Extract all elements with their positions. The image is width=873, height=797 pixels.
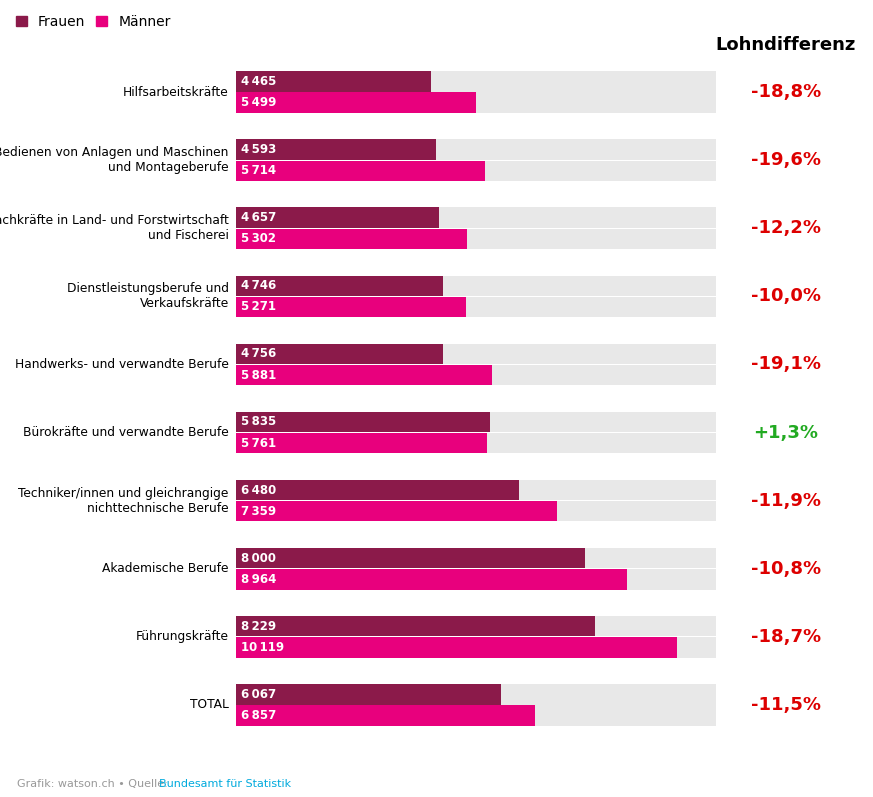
- Text: 7 359: 7 359: [241, 505, 276, 518]
- Text: 8 229: 8 229: [241, 620, 276, 633]
- Bar: [236, 92, 716, 113]
- Bar: [236, 616, 595, 637]
- Bar: [236, 548, 716, 568]
- Text: 10 119: 10 119: [241, 641, 284, 654]
- Bar: [236, 276, 716, 296]
- Bar: [236, 569, 716, 590]
- Text: 5 714: 5 714: [241, 164, 276, 177]
- Text: 4 756: 4 756: [241, 347, 276, 360]
- Bar: [236, 501, 557, 521]
- Text: 6 480: 6 480: [241, 484, 276, 497]
- Text: -18,7%: -18,7%: [751, 628, 821, 646]
- Text: -19,6%: -19,6%: [751, 151, 821, 169]
- Bar: [236, 139, 436, 160]
- Text: 5 761: 5 761: [241, 437, 276, 450]
- Bar: [236, 637, 716, 658]
- Text: -19,1%: -19,1%: [751, 355, 821, 374]
- Bar: [236, 705, 535, 726]
- Bar: [236, 207, 439, 228]
- Bar: [236, 344, 716, 364]
- Bar: [236, 276, 443, 296]
- Text: 4 593: 4 593: [241, 143, 276, 156]
- Text: Bundesamt für Statistik: Bundesamt für Statistik: [159, 779, 292, 789]
- Bar: [236, 365, 716, 385]
- Bar: [236, 501, 716, 521]
- Bar: [236, 229, 716, 249]
- Text: 4 657: 4 657: [241, 211, 276, 224]
- Bar: [236, 480, 716, 501]
- Bar: [236, 344, 443, 364]
- Legend: Frauen, Männer: Frauen, Männer: [16, 15, 171, 29]
- Bar: [236, 569, 627, 590]
- Text: 8 964: 8 964: [241, 573, 277, 586]
- Text: +1,3%: +1,3%: [753, 423, 818, 442]
- Bar: [236, 480, 519, 501]
- Bar: [236, 433, 487, 453]
- Bar: [236, 92, 476, 113]
- Text: 6 857: 6 857: [241, 709, 276, 722]
- Bar: [236, 412, 716, 432]
- Text: 5 499: 5 499: [241, 96, 277, 109]
- Text: -11,5%: -11,5%: [751, 696, 821, 714]
- Bar: [236, 412, 491, 432]
- Text: -10,0%: -10,0%: [751, 288, 821, 305]
- Text: -10,8%: -10,8%: [751, 559, 821, 578]
- Text: 8 000: 8 000: [241, 552, 276, 565]
- Bar: [236, 705, 716, 726]
- Text: 5 271: 5 271: [241, 300, 276, 313]
- Bar: [236, 296, 716, 317]
- Text: Lohndifferenz: Lohndifferenz: [716, 36, 856, 54]
- Bar: [236, 548, 585, 568]
- Text: -12,2%: -12,2%: [751, 219, 821, 238]
- Bar: [236, 637, 677, 658]
- Bar: [236, 71, 430, 92]
- Bar: [236, 229, 467, 249]
- Bar: [236, 71, 716, 92]
- Text: 4 746: 4 746: [241, 279, 276, 292]
- Bar: [236, 684, 500, 705]
- Bar: [236, 160, 485, 181]
- Bar: [236, 207, 716, 228]
- Bar: [236, 296, 466, 317]
- Bar: [236, 616, 716, 637]
- Text: 6 067: 6 067: [241, 688, 276, 701]
- Bar: [236, 160, 716, 181]
- Text: Grafik: watson.ch • Quelle:: Grafik: watson.ch • Quelle:: [17, 779, 172, 789]
- Bar: [236, 684, 716, 705]
- Bar: [236, 433, 716, 453]
- Text: -11,9%: -11,9%: [751, 492, 821, 509]
- Text: 4 465: 4 465: [241, 75, 277, 88]
- Text: 5 835: 5 835: [241, 415, 276, 429]
- Bar: [236, 365, 492, 385]
- Bar: [236, 139, 716, 160]
- Text: 5 302: 5 302: [241, 232, 276, 245]
- Text: 5 881: 5 881: [241, 368, 276, 382]
- Text: -18,8%: -18,8%: [751, 83, 821, 101]
